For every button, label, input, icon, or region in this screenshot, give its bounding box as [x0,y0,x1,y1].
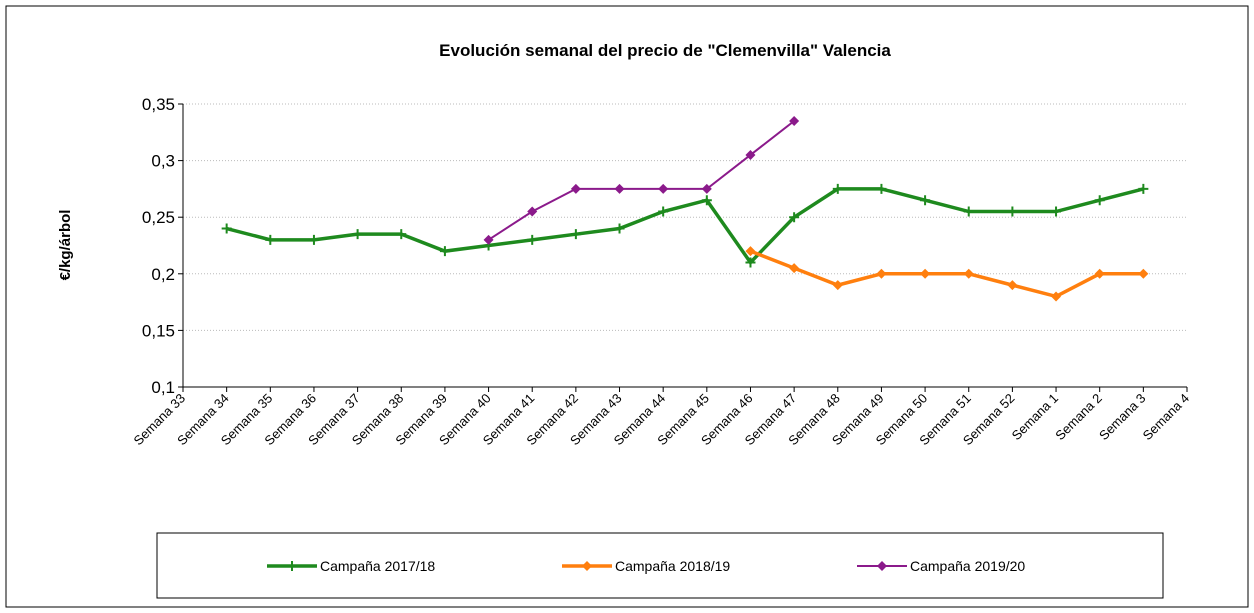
marker [745,257,756,268]
legend-label: Campaña 2018/19 [615,558,730,574]
marker [832,183,843,194]
marker [876,268,887,279]
marker [352,229,363,240]
marker [789,263,800,274]
marker [527,234,538,245]
marker [701,195,712,206]
marker [1007,280,1018,291]
marker [1007,206,1018,217]
marker [1094,268,1105,279]
marker [396,229,407,240]
marker [658,183,669,194]
marker [527,206,538,217]
y-tick-label: 0,1 [151,378,175,397]
chart-frame [5,5,1249,608]
marker [876,183,887,194]
chart-title: Evolución semanal del precio de "Clemenv… [439,41,891,60]
marker [920,195,931,206]
marker [582,561,592,571]
marker [614,223,625,234]
marker [789,115,800,126]
marker [1138,183,1149,194]
y-tick-label: 0,2 [151,265,175,284]
series-line [749,249,1144,299]
y-tick-label: 0,15 [142,321,175,340]
marker [287,561,297,571]
marker [832,280,843,291]
marker [614,183,625,194]
marker [308,234,319,245]
marker [265,234,276,245]
legend-label: Campaña 2017/18 [320,558,435,574]
marker [570,183,581,194]
marker [963,206,974,217]
y-tick-label: 0,3 [151,152,175,171]
marker [789,212,800,223]
legend-label: Campaña 2019/20 [910,558,1025,574]
marker [1051,206,1062,217]
marker [745,149,756,160]
marker [221,223,232,234]
marker [745,246,756,257]
marker [658,206,669,217]
y-axis-title: €/kg/árbol [57,210,74,281]
legend-box [156,532,1164,599]
y-tick-label: 0,25 [142,208,175,227]
marker [439,246,450,257]
marker [963,268,974,279]
marker [920,268,931,279]
series-line [226,187,1144,266]
marker [483,234,494,245]
marker [701,183,712,194]
marker [877,561,887,571]
series-line [488,120,795,241]
marker [1051,291,1062,302]
y-tick-label: 0,35 [142,95,175,114]
marker [1094,195,1105,206]
marker [570,229,581,240]
marker [1138,268,1149,279]
